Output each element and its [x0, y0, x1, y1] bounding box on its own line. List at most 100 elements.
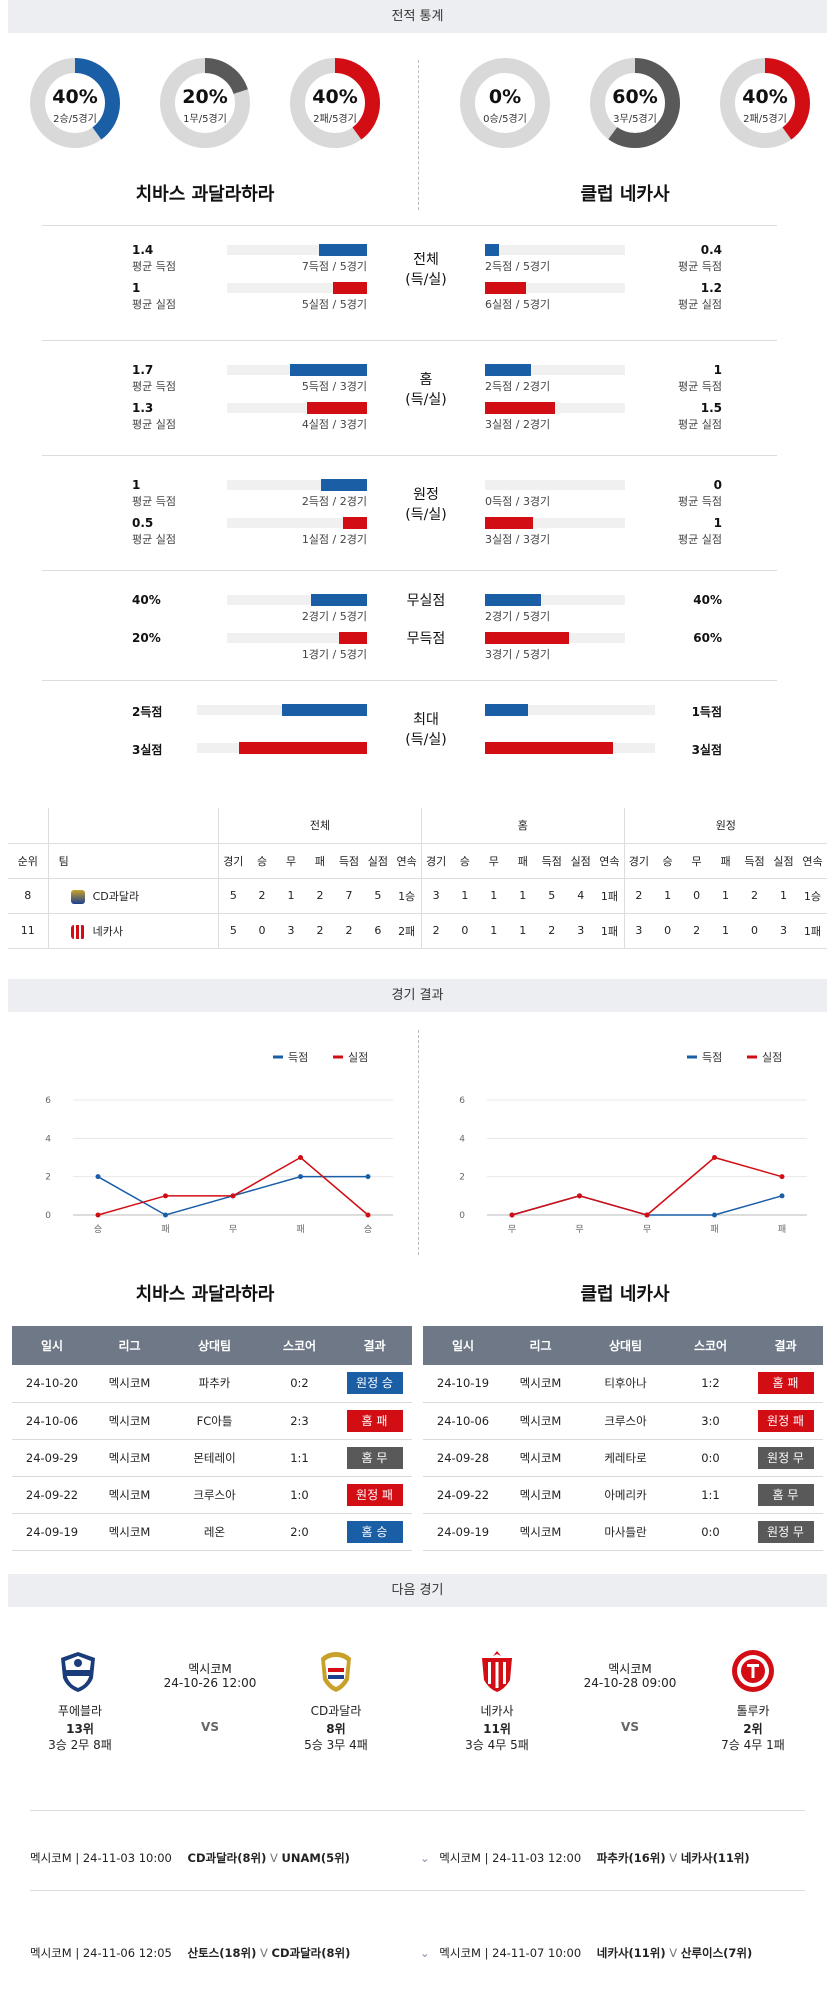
opponent-cell: 티후아나	[578, 1365, 673, 1403]
team-name: CD과달라	[92, 889, 140, 903]
donut-4: 0% 0승/5경기	[460, 58, 550, 148]
table-row[interactable]: 11 네카사 5 0 3 2 2 6 2패 2 0 1 1 2 3 1패 3 0 2 1 0 3 1패	[8, 913, 827, 949]
ranking-cell: 1	[508, 878, 538, 914]
opponent-cell: 아메리카	[578, 1476, 673, 1514]
stat-right-count: 0득점 / 3경기	[485, 495, 551, 508]
opponent-cell: 레온	[167, 1513, 262, 1551]
fixture-1-team1: CD과달라(8위)	[187, 1851, 267, 1865]
fixture-3[interactable]: 멕시코M | 24-11-06 12:05 산토스(18위) V CD과달라(8…	[30, 1945, 350, 1961]
opponent-cell: 마사틀란	[578, 1513, 673, 1551]
donut-ring	[590, 58, 680, 148]
stat-left-track	[227, 595, 367, 605]
fixture-2[interactable]: ⌄ 멕시코M | 24-11-03 12:00 파추카(16위) V 네카사(1…	[420, 1850, 750, 1866]
ranking-cell: 2	[740, 878, 769, 914]
legend-label: 득점	[288, 1051, 308, 1064]
ranking-cell: 6	[363, 913, 393, 949]
stat-right-value: 0	[713, 478, 722, 492]
table-row[interactable]: 24-09-19 멕시코M 마사틀란 0:0 원정 무	[423, 1513, 823, 1551]
opponent-cell: 파추카	[167, 1365, 262, 1403]
next1-left-record: 3승 2무 8패	[48, 1738, 112, 1752]
ranking-cell: 1패	[595, 913, 625, 949]
section-header-next: 다음 경기	[8, 1574, 827, 1607]
fixture-3-info: 멕시코M | 24-11-06 12:05	[30, 1946, 172, 1960]
ranking-cell: 0	[682, 878, 712, 914]
donut-label: 40% 2패/5경기	[720, 58, 810, 125]
home-team-name-results: 치바스 과달라하라	[135, 1284, 275, 1305]
fixture-4[interactable]: ⌄ 멕시코M | 24-11-07 10:00 네카사(11위) V 산루이스(…	[420, 1945, 752, 1961]
stat-right-value: 60%	[693, 631, 722, 645]
team-cell: CD과달라	[47, 878, 219, 914]
table-row[interactable]: 24-09-22 멕시코M 크루스아 1:0 원정 패	[12, 1476, 412, 1514]
league-cell: 멕시코M	[92, 1513, 167, 1551]
donut-sub: 0승/5경기	[483, 114, 527, 125]
series-line-conceded	[511, 1156, 783, 1216]
next2-right-record: 7승 4무 1패	[721, 1738, 785, 1752]
stat-left-track	[227, 403, 367, 413]
fixture-4-info: 멕시코M | 24-11-07 10:00	[439, 1946, 582, 1960]
rank-cell: 8	[8, 878, 49, 914]
result-badge: 원정 패	[346, 1483, 403, 1506]
ranking-cell: 0	[247, 913, 277, 949]
ranking-col-header: 패	[711, 843, 741, 879]
table-row[interactable]: 8 CD과달라 5 2 1 2 7 5 1승 3 1 1 1 5 4 1패 2 1 0 1 2 1 1승	[8, 878, 827, 914]
fixture-2-team2: 네카사(11위)	[680, 1851, 750, 1865]
table-row[interactable]: 24-10-19 멕시코M 티후아나 1:2 홈 패	[423, 1365, 823, 1403]
legend-label: 실점	[762, 1051, 782, 1064]
table-row[interactable]: 24-10-06 멕시코M FC아틀 2:3 홈 패	[12, 1402, 412, 1440]
legend-label: 실점	[348, 1051, 368, 1064]
next1-left-name: 푸에블라	[57, 1704, 103, 1718]
table-row[interactable]: 24-10-20 멕시코M 파추카 0:2 원정 승	[12, 1365, 412, 1403]
result-cell: 원정 패	[748, 1402, 823, 1440]
ranking-col-header: 실점	[768, 843, 798, 879]
stat-left-value: 3실점	[132, 743, 163, 757]
ranking-cell: 2	[420, 913, 451, 949]
away-team-name-results: 클럽 네카사	[580, 1284, 670, 1305]
ranking-cell: 2	[247, 878, 277, 914]
donut-percent: 0%	[488, 86, 522, 108]
stat-left-value: 1.3	[132, 401, 154, 415]
ranking-cell: 1	[653, 878, 683, 914]
stat-right-value: 1.2	[700, 281, 722, 295]
result-badge: 원정 승	[346, 1372, 403, 1395]
x-tick-label: 패	[296, 1224, 304, 1235]
table-row[interactable]: 24-09-28 멕시코M 케레타로 0:0 원정 무	[423, 1439, 823, 1477]
fixture-3-team2: CD과달라(8위)	[271, 1946, 351, 1960]
donut-5: 60% 3무/5경기	[590, 58, 680, 148]
ranking-group-header: 전체	[218, 808, 422, 844]
table-row[interactable]: 24-10-06 멕시코M 크루스아 3:0 원정 패	[423, 1402, 823, 1440]
stat-right-count: 6실점 / 5경기	[485, 298, 551, 311]
donut-ring	[160, 58, 250, 148]
data-point	[95, 1174, 101, 1180]
stat-separator	[42, 340, 777, 341]
stat-left-bar	[319, 244, 367, 256]
puebla-logo-icon	[61, 1652, 95, 1692]
stat-left-value: 40%	[132, 593, 161, 607]
stat-left-count: 5득점 / 3경기	[301, 380, 367, 393]
stat-left-bar	[239, 742, 367, 754]
table-row[interactable]: 24-09-29 멕시코M 몬테레이 1:1 홈 무	[12, 1439, 412, 1477]
x-tick-label: 무	[643, 1224, 651, 1235]
ranking-cell: 0	[740, 913, 769, 949]
ranking-grid: 전체 홈 원정 순위 팀 경기 승 무 패 득점 실점 연속 경기 승 무 패 득점 실점 연속 경기 승 무 패 득점 실점 연…	[8, 808, 827, 949]
chevron-down-icon: ⌄	[420, 1851, 430, 1865]
necaxa-logo-icon	[482, 1651, 512, 1692]
donut-label: 40% 2패/5경기	[290, 58, 380, 125]
team-blank	[47, 808, 219, 844]
stat-right-value: 1득점	[691, 705, 722, 719]
rank-cell: 11	[8, 913, 49, 949]
fixture-1[interactable]: 멕시코M | 24-11-03 10:00 CD과달라(8위) V UNAM(5…	[30, 1850, 350, 1866]
table-row[interactable]: 24-09-19 멕시코M 레온 2:0 홈 승	[12, 1513, 412, 1551]
stat-left-bar	[282, 704, 367, 716]
ranking-col-header: 무	[682, 843, 712, 879]
chevron-double-down-icon: ⌄	[420, 1946, 430, 1960]
stat-right-bar	[485, 364, 531, 376]
table-row[interactable]: 24-09-22 멕시코M 아메리카 1:1 홈 무	[423, 1476, 823, 1514]
opponent-cell: 몬테레이	[167, 1439, 262, 1477]
stat-separator	[42, 680, 777, 681]
ranking-cell: 2	[682, 913, 712, 949]
fixture-1-info: 멕시코M | 24-11-03 10:00	[30, 1851, 172, 1865]
fixture-4-v: V	[669, 1946, 678, 1960]
x-tick-label: 패	[710, 1224, 718, 1235]
results-col-header: 결과	[337, 1326, 412, 1365]
stat-right-label: 평균 실점	[678, 298, 722, 311]
